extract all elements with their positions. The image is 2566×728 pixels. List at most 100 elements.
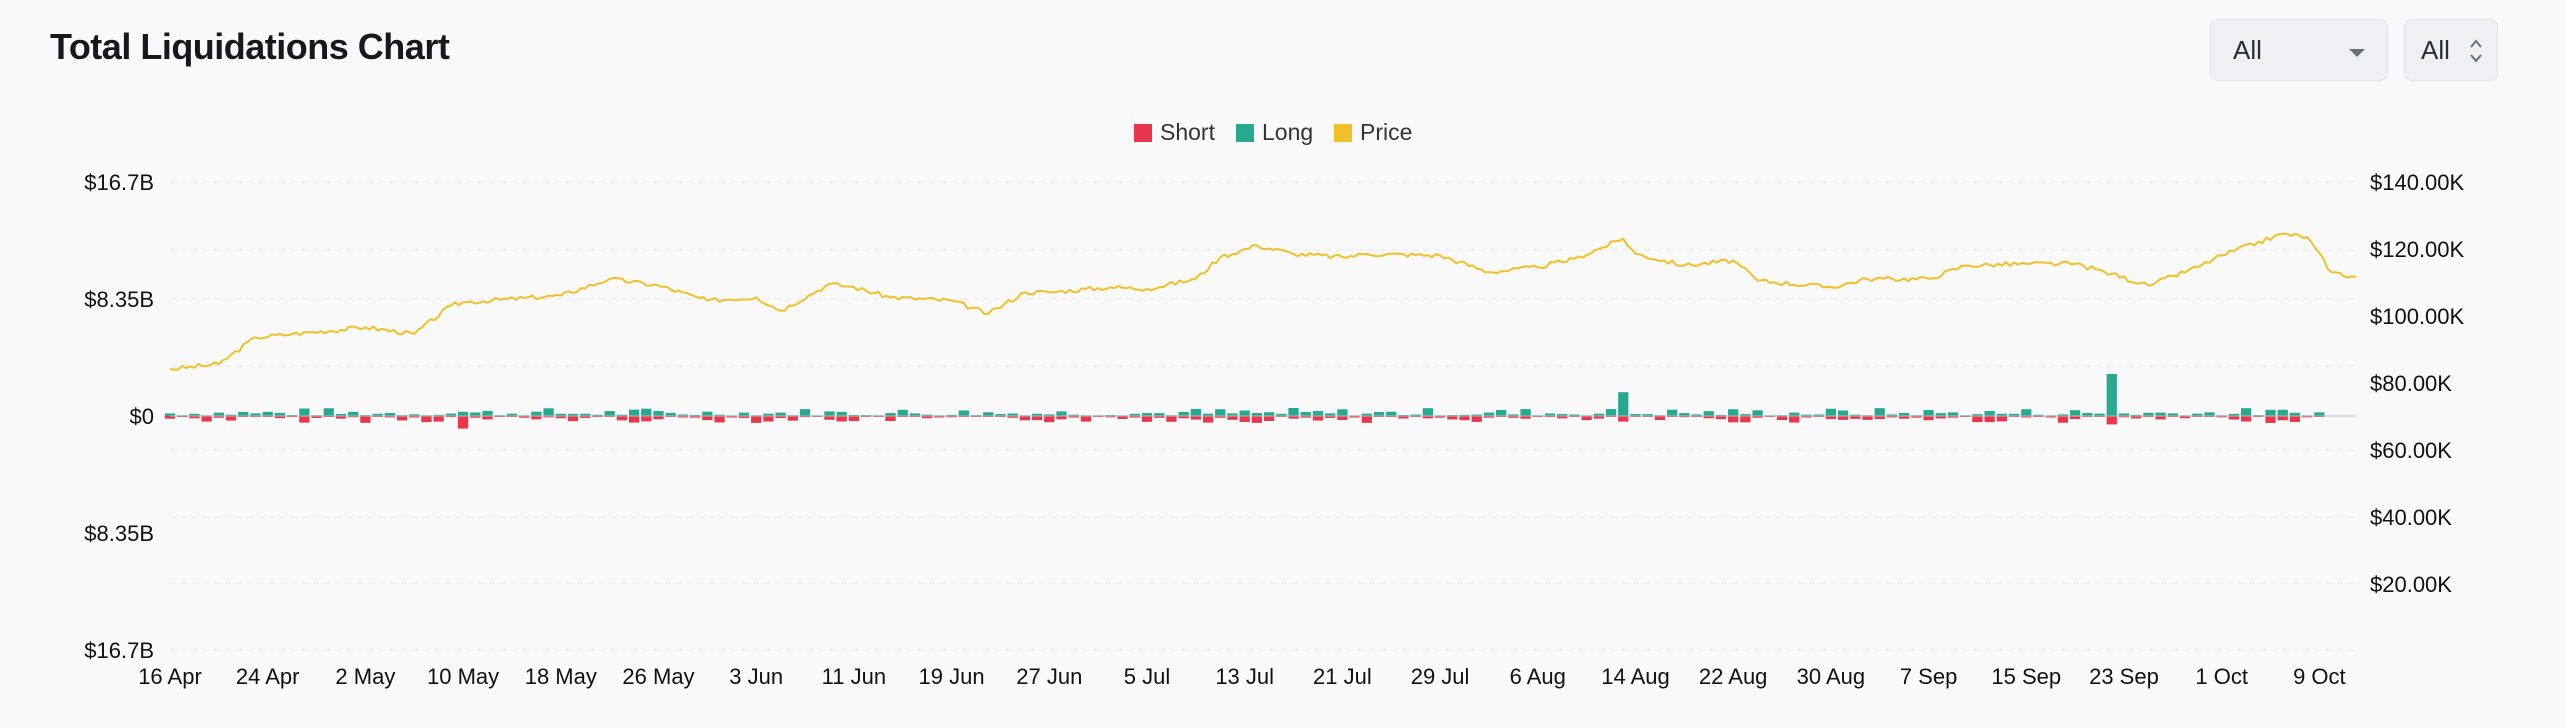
long-bar <box>1190 408 1201 416</box>
short-bar <box>409 416 420 418</box>
long-bar <box>1740 414 1751 416</box>
short-bar <box>824 416 835 420</box>
long-bar <box>836 411 847 416</box>
long-bar <box>1361 413 1372 416</box>
short-bar <box>787 416 798 421</box>
long-bar <box>702 411 713 416</box>
long-bar <box>2143 412 2154 416</box>
range-select[interactable]: All <box>2210 19 2388 81</box>
long-bar <box>677 414 689 416</box>
short-bar <box>1154 416 1165 418</box>
x-tick-label: 9 Oct <box>2293 664 2346 689</box>
long-bar <box>2277 409 2288 416</box>
short-bar <box>189 416 200 419</box>
long-bar <box>1373 411 1385 416</box>
long-bar <box>1422 408 1433 416</box>
short-bar <box>1251 416 1263 423</box>
short-bar <box>1776 416 1788 421</box>
long-bar <box>238 411 249 416</box>
long-bar <box>1886 414 1898 416</box>
x-tick-label: 24 Apr <box>236 664 300 689</box>
short-bar <box>934 416 945 418</box>
chevron-down-icon <box>2349 49 2365 57</box>
long-bar <box>1605 409 1617 416</box>
short-bar <box>1544 416 1556 418</box>
short-bar <box>628 416 640 423</box>
long-bar <box>1239 410 1250 416</box>
short-bar <box>1202 416 1214 423</box>
long-bar <box>628 409 640 416</box>
long-bar <box>2289 412 2301 416</box>
short-bar <box>1031 416 1043 421</box>
left-tick-label: $16.7B <box>84 170 154 195</box>
long-bar <box>2106 373 2117 416</box>
long-bar <box>1996 413 2007 416</box>
right-tick-label: $40.00K <box>2370 505 2452 530</box>
long-bar <box>1312 410 1324 416</box>
long-bar <box>470 412 481 416</box>
long-bar <box>1508 414 1519 416</box>
long-bar <box>335 413 347 416</box>
long-bar <box>2069 410 2081 416</box>
long-bar <box>1007 413 1018 416</box>
long-bar <box>164 413 176 416</box>
short-bar <box>2302 416 2313 418</box>
legend-label-short: Short <box>1160 119 1216 145</box>
x-tick-label: 2 May <box>335 664 395 689</box>
short-bar <box>1557 416 1568 419</box>
short-bar <box>177 416 188 418</box>
long-bar <box>616 414 627 416</box>
short-bar <box>592 416 603 418</box>
short-bar <box>1691 416 1702 418</box>
long-bar <box>1202 413 1214 416</box>
short-bar <box>1508 416 1519 418</box>
x-tick-label: 5 Jul <box>1124 664 1170 689</box>
short-bar <box>250 416 261 418</box>
long-bar <box>665 412 676 416</box>
x-tick-label: 29 Jul <box>1411 664 1470 689</box>
long-bar <box>653 410 664 416</box>
short-bar <box>1044 416 1055 423</box>
short-bar <box>1593 416 1604 419</box>
short-bar <box>2265 416 2276 423</box>
x-tick-label: 21 Jul <box>1313 664 1372 689</box>
long-bar <box>445 413 457 416</box>
x-tick-label: 11 Jun <box>822 664 886 689</box>
long-bar <box>714 414 725 416</box>
short-bar <box>1056 416 1067 420</box>
x-tick-label: 26 May <box>622 664 694 689</box>
long-bar <box>225 414 237 416</box>
short-bar <box>1581 416 1592 421</box>
right-tick-label: $140.00K <box>2370 170 2465 195</box>
long-bar <box>2094 413 2105 416</box>
short-bar <box>457 416 469 429</box>
long-bar <box>409 414 420 416</box>
coin-select[interactable]: All <box>2404 19 2498 81</box>
short-bar <box>1850 416 1861 419</box>
short-bar <box>702 416 713 421</box>
x-tick-label: 14 Aug <box>1601 664 1670 689</box>
short-bar <box>726 416 737 418</box>
short-bar <box>885 416 896 422</box>
short-bar <box>1422 416 1433 419</box>
long-bar <box>1251 413 1263 416</box>
long-bar <box>1227 413 1238 416</box>
short-bar <box>1703 416 1714 419</box>
left-tick-label: $16.7B <box>84 638 154 663</box>
long-bar <box>1288 408 1299 416</box>
long-bar <box>1630 414 1641 416</box>
long-bar <box>1031 413 1043 416</box>
short-bar <box>519 416 530 418</box>
long-bar <box>1923 410 1934 416</box>
long-bar <box>2167 413 2178 416</box>
short-bar <box>311 416 322 418</box>
long-bar <box>1056 411 1067 416</box>
right-tick-label: $20.00K <box>2370 572 2452 597</box>
right-tick-label: $100.00K <box>2370 304 2465 329</box>
long-bar <box>604 411 615 416</box>
short-bar <box>1886 416 1898 418</box>
x-tick-label: 27 Jun <box>1016 664 1082 689</box>
long-bar <box>1263 412 1275 416</box>
short-bar <box>567 416 579 422</box>
right-tick-label: $120.00K <box>2370 237 2465 262</box>
